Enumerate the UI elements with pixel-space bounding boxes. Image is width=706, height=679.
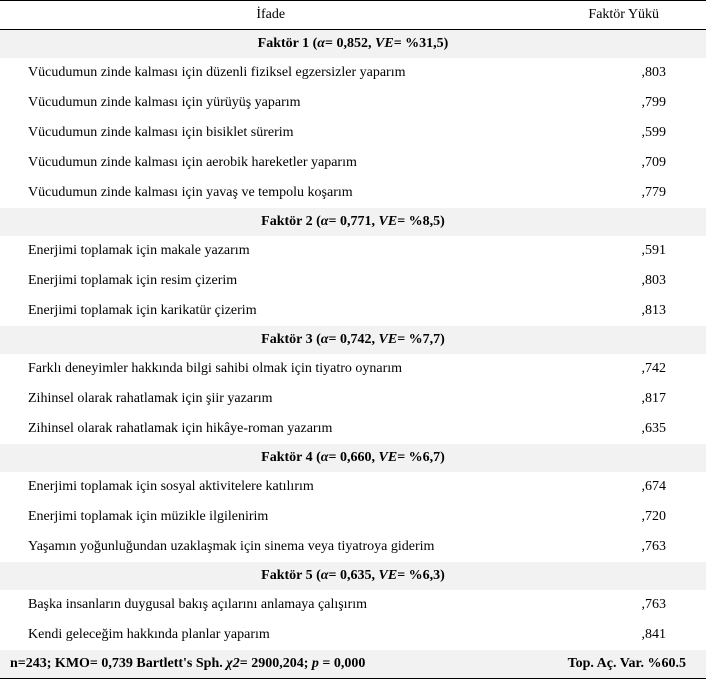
alpha-symbol: α [321, 568, 329, 583]
item-text: Başka insanların duygusal bakış açıların… [0, 590, 541, 620]
chi-symbol: χ2 [226, 656, 240, 671]
footer-text-a: n=243; KMO= 0,739 Bartlett's Sph. [10, 656, 226, 671]
item-row: Vücudumun zinde kalması için düzenli fiz… [0, 58, 706, 88]
item-loading-value: ,763 [541, 590, 706, 620]
ve-value: = %7,7) [397, 332, 445, 347]
item-text: Zihinsel olarak rahatlamak için şiir yaz… [0, 384, 541, 414]
item-text: Farklı deneyimler hakkında bilgi sahibi … [0, 354, 541, 384]
item-row: Kendi geleceğim hakkında planlar yaparım… [0, 620, 706, 650]
factor-heading-row: Faktör 1 (α= 0,852, VE= %31,5) [0, 30, 706, 59]
item-row: Zihinsel olarak rahatlamak için hikâye-r… [0, 414, 706, 444]
item-loading-value: ,674 [541, 472, 706, 502]
item-text: Enerjimi toplamak için müzikle ilgilenir… [0, 502, 541, 532]
header-faktor-yuku: Faktör Yükü [541, 1, 706, 30]
item-loading-value: ,720 [541, 502, 706, 532]
item-row: Vücudumun zinde kalması için aerobik har… [0, 148, 706, 178]
alpha-value: = 0,852, [325, 36, 375, 51]
item-text: Enerjimi toplamak için karikatür çizerim [0, 296, 541, 326]
item-loading-value: ,841 [541, 620, 706, 650]
factor-heading-row: Faktör 5 (α= 0,635, VE= %6,3) [0, 562, 706, 590]
factor-heading-row: Faktör 3 (α= 0,742, VE= %7,7) [0, 326, 706, 354]
item-text: Vücudumun zinde kalması için düzenli fiz… [0, 58, 541, 88]
item-loading-value: ,813 [541, 296, 706, 326]
ve-value: = %6,3) [397, 568, 445, 583]
item-text: Vücudumun zinde kalması için aerobik har… [0, 148, 541, 178]
item-text: Vücudumun zinde kalması için bisiklet sü… [0, 118, 541, 148]
item-loading-value: ,803 [541, 266, 706, 296]
ve-symbol: VE [375, 36, 394, 51]
item-row: Enerjimi toplamak için karikatür çizerim… [0, 296, 706, 326]
item-row: Başka insanların duygusal bakış açıların… [0, 590, 706, 620]
ve-value: = %6,7) [397, 450, 445, 465]
item-row: Vücudumun zinde kalması için yürüyüş yap… [0, 88, 706, 118]
ve-symbol: VE [379, 332, 398, 347]
factor-heading: Faktör 4 (α= 0,660, VE= %6,7) [0, 444, 706, 472]
factor-heading: Faktör 2 (α= 0,771, VE= %8,5) [0, 208, 706, 236]
alpha-symbol: α [317, 36, 325, 51]
factor-title-prefix: Faktör 3 ( [261, 332, 321, 347]
item-loading-value: ,599 [541, 118, 706, 148]
item-loading-value: ,591 [541, 236, 706, 266]
item-row: Farklı deneyimler hakkında bilgi sahibi … [0, 354, 706, 384]
factor-title-prefix: Faktör 5 ( [261, 568, 321, 583]
item-loading-value: ,742 [541, 354, 706, 384]
item-loading-value: ,709 [541, 148, 706, 178]
footer-text-b: = 2900,204; [240, 656, 312, 671]
item-row: Yaşamın yoğunluğundan uzaklaşmak için si… [0, 532, 706, 562]
footer-stats: n=243; KMO= 0,739 Bartlett's Sph. χ2= 29… [0, 650, 541, 679]
p-symbol: p [312, 656, 319, 671]
ve-value: = %8,5) [397, 214, 445, 229]
ve-symbol: VE [379, 568, 398, 583]
item-text: Yaşamın yoğunluğundan uzaklaşmak için si… [0, 532, 541, 562]
factor-heading: Faktör 1 (α= 0,852, VE= %31,5) [0, 30, 706, 59]
item-text: Vücudumun zinde kalması için yavaş ve te… [0, 178, 541, 208]
item-loading-value: ,817 [541, 384, 706, 414]
factor-heading: Faktör 3 (α= 0,742, VE= %7,7) [0, 326, 706, 354]
item-row: Enerjimi toplamak için sosyal aktivitele… [0, 472, 706, 502]
factor-heading: Faktör 5 (α= 0,635, VE= %6,3) [0, 562, 706, 590]
item-row: Enerjimi toplamak için müzikle ilgilenir… [0, 502, 706, 532]
alpha-value: = 0,771, [329, 214, 379, 229]
factor-title-prefix: Faktör 4 ( [261, 450, 321, 465]
item-row: Zihinsel olarak rahatlamak için şiir yaz… [0, 384, 706, 414]
item-text: Kendi geleceğim hakkında planlar yaparım [0, 620, 541, 650]
item-loading-value: ,635 [541, 414, 706, 444]
ve-symbol: VE [379, 450, 398, 465]
alpha-value: = 0,635, [329, 568, 379, 583]
item-row: Vücudumun zinde kalması için bisiklet sü… [0, 118, 706, 148]
item-text: Zihinsel olarak rahatlamak için hikâye-r… [0, 414, 541, 444]
alpha-symbol: α [321, 332, 329, 347]
factor-title-prefix: Faktör 1 ( [258, 36, 318, 51]
factor-heading-row: Faktör 4 (α= 0,660, VE= %6,7) [0, 444, 706, 472]
item-text: Enerjimi toplamak için makale yazarım [0, 236, 541, 266]
footer-total-variance: Top. Aç. Var. %60.5 [541, 650, 706, 679]
alpha-symbol: α [321, 450, 329, 465]
item-loading-value: ,803 [541, 58, 706, 88]
ve-symbol: VE [379, 214, 398, 229]
item-text: Enerjimi toplamak için sosyal aktivitele… [0, 472, 541, 502]
item-row: Enerjimi toplamak için resim çizerim,803 [0, 266, 706, 296]
footer-text-c: = 0,000 [319, 656, 365, 671]
alpha-value: = 0,660, [329, 450, 379, 465]
item-row: Enerjimi toplamak için makale yazarım,59… [0, 236, 706, 266]
item-loading-value: ,763 [541, 532, 706, 562]
alpha-value: = 0,742, [329, 332, 379, 347]
header-ifade: İfade [0, 1, 541, 30]
table-header-row: İfadeFaktör Yükü [0, 1, 706, 30]
ve-value: = %31,5) [394, 36, 449, 51]
footer-row: n=243; KMO= 0,739 Bartlett's Sph. χ2= 29… [0, 650, 706, 679]
factor-title-prefix: Faktör 2 ( [261, 214, 321, 229]
item-text: Vücudumun zinde kalması için yürüyüş yap… [0, 88, 541, 118]
factor-analysis-table: İfadeFaktör YüküFaktör 1 (α= 0,852, VE= … [0, 0, 706, 679]
item-loading-value: ,779 [541, 178, 706, 208]
item-row: Vücudumun zinde kalması için yavaş ve te… [0, 178, 706, 208]
alpha-symbol: α [321, 214, 329, 229]
factor-heading-row: Faktör 2 (α= 0,771, VE= %8,5) [0, 208, 706, 236]
item-text: Enerjimi toplamak için resim çizerim [0, 266, 541, 296]
item-loading-value: ,799 [541, 88, 706, 118]
